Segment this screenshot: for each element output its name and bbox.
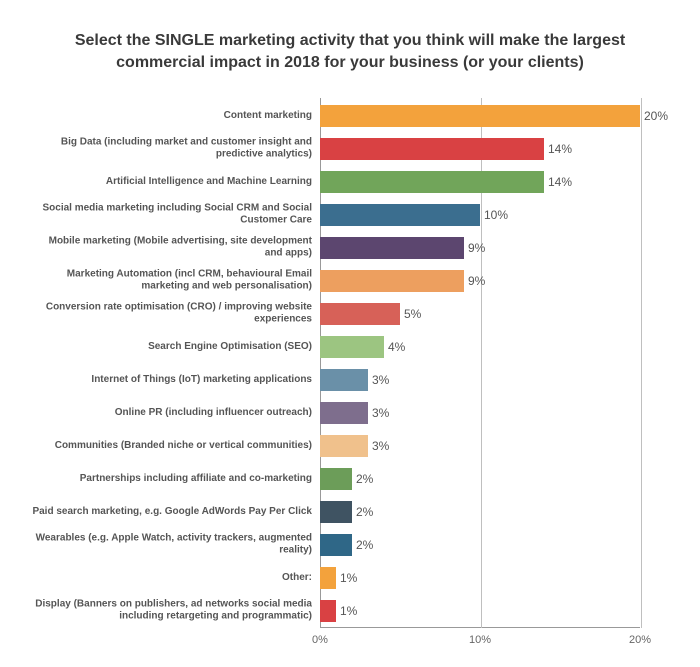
bar [320, 534, 352, 556]
bar-row: Big Data (including market and customer … [30, 132, 670, 165]
value-label: 10% [484, 208, 508, 222]
value-label: 2% [356, 472, 373, 486]
category-label: Mobile marketing (Mobile advertising, si… [30, 235, 312, 260]
bar-row: Paid search marketing, e.g. Google AdWor… [30, 495, 670, 528]
bar-row: Content marketing 20% [30, 99, 670, 132]
bar [320, 402, 368, 424]
bar [320, 567, 336, 589]
bar-row: Partnerships including affiliate and co-… [30, 462, 670, 495]
bar [320, 138, 544, 160]
bar-row: Wearables (e.g. Apple Watch, activity tr… [30, 528, 670, 561]
bar [320, 435, 368, 457]
bar [320, 303, 400, 325]
category-label: Communities (Branded niche or vertical c… [30, 439, 312, 452]
bar [320, 270, 464, 292]
value-label: 5% [404, 307, 421, 321]
bar-row: Other: 1% [30, 561, 670, 594]
x-axis-label: 10% [469, 634, 491, 646]
bar [320, 204, 480, 226]
value-label: 4% [388, 340, 405, 354]
value-label: 2% [356, 505, 373, 519]
category-label: Search Engine Optimisation (SEO) [30, 340, 312, 353]
category-label: Other: [30, 571, 312, 584]
x-axis-label: 20% [629, 634, 651, 646]
bar-row: Search Engine Optimisation (SEO) 4% [30, 330, 670, 363]
chart-title: Select the SINGLE marketing activity tha… [70, 30, 630, 73]
category-label: Display (Banners on publishers, ad netwo… [30, 598, 312, 623]
category-label: Marketing Automation (incl CRM, behaviou… [30, 268, 312, 293]
bar-row: Internet of Things (IoT) marketing appli… [30, 363, 670, 396]
value-label: 20% [644, 109, 668, 123]
value-label: 9% [468, 241, 485, 255]
value-label: 9% [468, 274, 485, 288]
category-label: Content marketing [30, 109, 312, 122]
value-label: 14% [548, 175, 572, 189]
bar-row: Artificial Intelligence and Machine Lear… [30, 165, 670, 198]
bar-row: Mobile marketing (Mobile advertising, si… [30, 231, 670, 264]
bar [320, 171, 544, 193]
category-label: Wearables (e.g. Apple Watch, activity tr… [30, 532, 312, 557]
bar-chart: 0% 10% 20% Content marketing 20% Big Data (in… [30, 98, 670, 658]
category-label: Artificial Intelligence and Machine Lear… [30, 175, 312, 188]
value-label: 1% [340, 604, 357, 618]
category-label: Paid search marketing, e.g. Google AdWor… [30, 505, 312, 518]
bar [320, 600, 336, 622]
value-label: 1% [340, 571, 357, 585]
x-axis-label: 0% [312, 634, 328, 646]
bar [320, 501, 352, 523]
bar-row: Conversion rate optimisation (CRO) / imp… [30, 297, 670, 330]
bar-row: Online PR (including influencer outreach… [30, 396, 670, 429]
value-label: 3% [372, 373, 389, 387]
bar-row: Marketing Automation (incl CRM, behaviou… [30, 264, 670, 297]
bar-row: Social media marketing including Social … [30, 198, 670, 231]
bar [320, 369, 368, 391]
category-label: Partnerships including affiliate and co-… [30, 472, 312, 485]
category-label: Big Data (including market and customer … [30, 136, 312, 161]
value-label: 3% [372, 439, 389, 453]
bar [320, 105, 640, 127]
value-label: 14% [548, 142, 572, 156]
bar [320, 336, 384, 358]
value-label: 3% [372, 406, 389, 420]
bar-row: Communities (Branded niche or vertical c… [30, 429, 670, 462]
category-label: Internet of Things (IoT) marketing appli… [30, 373, 312, 386]
category-label: Social media marketing including Social … [30, 202, 312, 227]
category-label: Online PR (including influencer outreach… [30, 406, 312, 419]
value-label: 2% [356, 538, 373, 552]
category-label: Conversion rate optimisation (CRO) / imp… [30, 301, 312, 326]
bar-row: Display (Banners on publishers, ad netwo… [30, 594, 670, 627]
bar [320, 468, 352, 490]
bar [320, 237, 464, 259]
